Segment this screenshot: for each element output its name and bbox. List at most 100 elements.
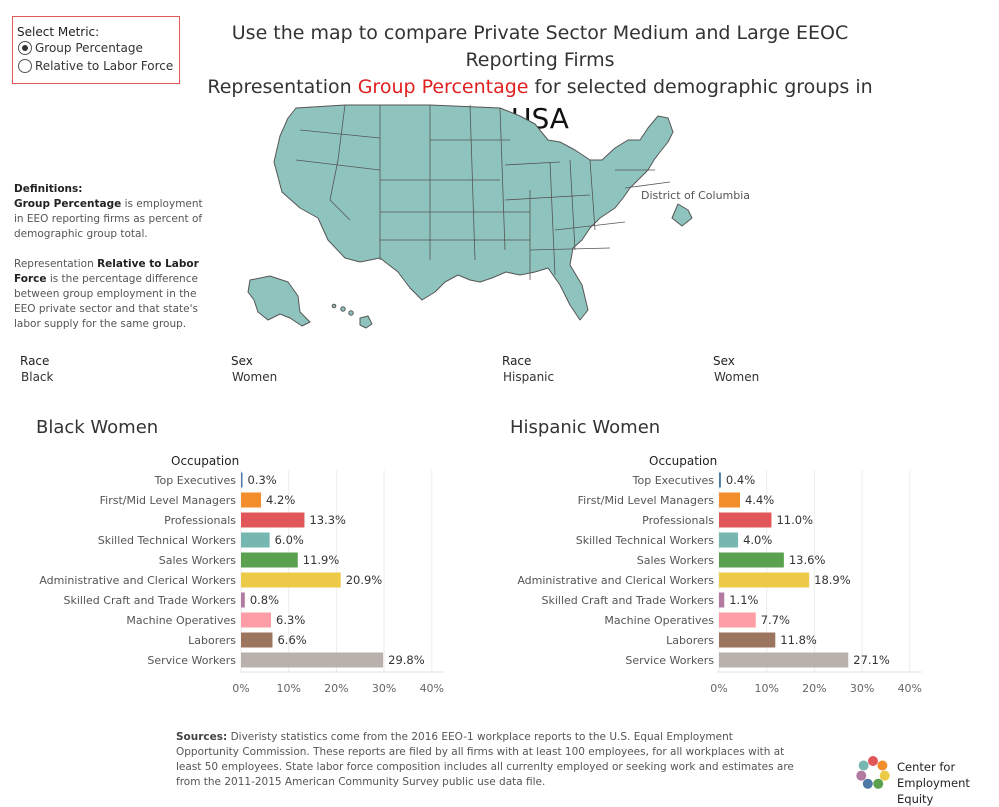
- category-label: Administrative and Clerical Workers: [39, 574, 236, 587]
- bar-value-label: 4.2%: [266, 493, 295, 507]
- hawaii-island[interactable]: [340, 306, 346, 312]
- chart-black-women: 0% 10% 20% 30% 40% Top Executives 0.3% First/Mi…: [39, 470, 444, 695]
- logo-dot: [868, 756, 878, 766]
- metric-option-label: Group Percentage: [35, 41, 143, 55]
- bar-value-label: 7.7%: [761, 613, 790, 627]
- bar-value-label: 0.8%: [250, 593, 279, 607]
- hawaii-island[interactable]: [331, 303, 337, 309]
- bar[interactable]: [719, 652, 849, 668]
- bar[interactable]: [241, 472, 243, 488]
- logo-line-2: Employment Equity: [897, 776, 970, 806]
- right-race-filter[interactable]: Hispanic: [503, 370, 555, 384]
- metric-option-label: Relative to Labor Force: [35, 59, 174, 73]
- usa-map[interactable]: District of Columbia: [230, 100, 750, 335]
- bar[interactable]: [719, 512, 772, 528]
- title-line-2-post: for selected demographic groups in: [534, 76, 873, 98]
- category-label: Sales Workers: [637, 554, 715, 567]
- bar[interactable]: [241, 572, 341, 588]
- bar-value-label: 13.6%: [789, 553, 826, 567]
- bar[interactable]: [719, 552, 784, 568]
- bar[interactable]: [719, 532, 739, 548]
- metric-option-group-percentage[interactable]: Group Percentage: [18, 41, 143, 55]
- category-label: Machine Operatives: [604, 614, 714, 627]
- bar[interactable]: [241, 632, 273, 648]
- category-label: Professionals: [642, 514, 714, 527]
- bar-value-label: 4.0%: [743, 533, 772, 547]
- logo-dot: [873, 778, 884, 789]
- category-label: Laborers: [666, 634, 714, 647]
- bar[interactable]: [719, 572, 810, 588]
- sources-label: Sources:: [176, 731, 228, 743]
- category-label: Sales Workers: [159, 554, 237, 567]
- definition-term: Relative to Labor Force: [14, 258, 199, 285]
- hawaii-island[interactable]: [348, 310, 354, 316]
- category-label: Skilled Technical Workers: [98, 534, 237, 547]
- x-tick-label: 10%: [276, 682, 300, 695]
- category-label: Skilled Craft and Trade Workers: [542, 594, 715, 607]
- bar-value-label: 0.3%: [248, 473, 277, 487]
- logo-dot: [877, 760, 888, 771]
- left-sex-filter[interactable]: Women: [232, 370, 278, 384]
- x-tick-label: 0%: [710, 682, 727, 695]
- dc-marker-shape[interactable]: [671, 203, 693, 227]
- right-race-label: Race: [502, 354, 532, 368]
- title-line-2: Representation Group Percentage for sele…: [190, 74, 890, 101]
- cee-logo-text: Center for Employment Equity: [897, 759, 999, 807]
- bar[interactable]: [241, 552, 298, 568]
- bar[interactable]: [719, 592, 725, 608]
- x-tick-label: 30%: [850, 682, 874, 695]
- x-tick-label: 10%: [754, 682, 778, 695]
- right-sex-filter[interactable]: Women: [714, 370, 760, 384]
- bar-value-label: 4.4%: [745, 493, 774, 507]
- category-label: Skilled Technical Workers: [576, 534, 715, 547]
- bar-value-label: 0.4%: [726, 473, 755, 487]
- x-tick-label: 20%: [324, 682, 348, 695]
- bar[interactable]: [719, 492, 740, 508]
- left-race-label: Race: [20, 354, 50, 368]
- bar-value-label: 1.1%: [729, 593, 758, 607]
- title-line-2-pre: Representation: [207, 76, 352, 98]
- definitions-panel: Definitions: Group Percentage is employm…: [14, 182, 214, 332]
- alaska-shape[interactable]: [247, 275, 311, 327]
- left-race-filter[interactable]: Black: [21, 370, 54, 384]
- definition-group-percentage: Group Percentage is employment in EEO re…: [14, 197, 214, 242]
- logo-dot: [858, 760, 869, 771]
- definition-text: is employment in EEO reporting firms as …: [14, 198, 203, 240]
- map-states[interactable]: [247, 104, 693, 329]
- bar[interactable]: [719, 612, 756, 628]
- bar[interactable]: [241, 492, 262, 508]
- bar-value-label: 13.3%: [309, 513, 346, 527]
- bar-value-label: 6.3%: [276, 613, 305, 627]
- bar[interactable]: [241, 612, 272, 628]
- title-metric-highlight: Group Percentage: [357, 76, 529, 98]
- bar-value-label: 29.8%: [388, 653, 425, 667]
- x-tick-label: 20%: [802, 682, 826, 695]
- category-label: Service Workers: [147, 654, 236, 667]
- metric-option-relative-labor-force[interactable]: Relative to Labor Force: [18, 59, 173, 73]
- bar[interactable]: [241, 652, 384, 668]
- radio-unselected-icon[interactable]: [18, 59, 32, 73]
- bar[interactable]: [719, 472, 721, 488]
- x-tick-label: 0%: [232, 682, 249, 695]
- bar-value-label: 11.0%: [776, 513, 813, 527]
- bar[interactable]: [241, 532, 270, 548]
- hawaii-shape[interactable]: [359, 315, 373, 329]
- occupation-header-left: Occupation: [171, 454, 240, 468]
- logo-dot: [879, 770, 890, 781]
- logo-line-1: Center for: [897, 760, 956, 774]
- category-label: First/Mid Level Managers: [100, 494, 237, 507]
- bar[interactable]: [719, 632, 776, 648]
- bar-value-label: 20.9%: [346, 573, 383, 587]
- chart-hispanic-women: 0% 10% 20% 30% 40% Top Executives 0.4% First/Mi…: [517, 470, 922, 695]
- bar[interactable]: [241, 512, 305, 528]
- bar-value-label: 27.1%: [853, 653, 890, 667]
- title-line-1: Use the map to compare Private Sector Me…: [231, 22, 849, 71]
- metric-selector-header: Select Metric:: [17, 25, 100, 39]
- metric-selector: Select Metric: Group Percentage Relative…: [12, 16, 180, 84]
- bar-value-label: 6.6%: [277, 633, 306, 647]
- x-tick-label: 40%: [420, 682, 444, 695]
- definition-prefix: Representation: [14, 258, 94, 270]
- radio-selected-icon[interactable]: [18, 41, 32, 55]
- category-label: First/Mid Level Managers: [578, 494, 715, 507]
- bar[interactable]: [241, 592, 245, 608]
